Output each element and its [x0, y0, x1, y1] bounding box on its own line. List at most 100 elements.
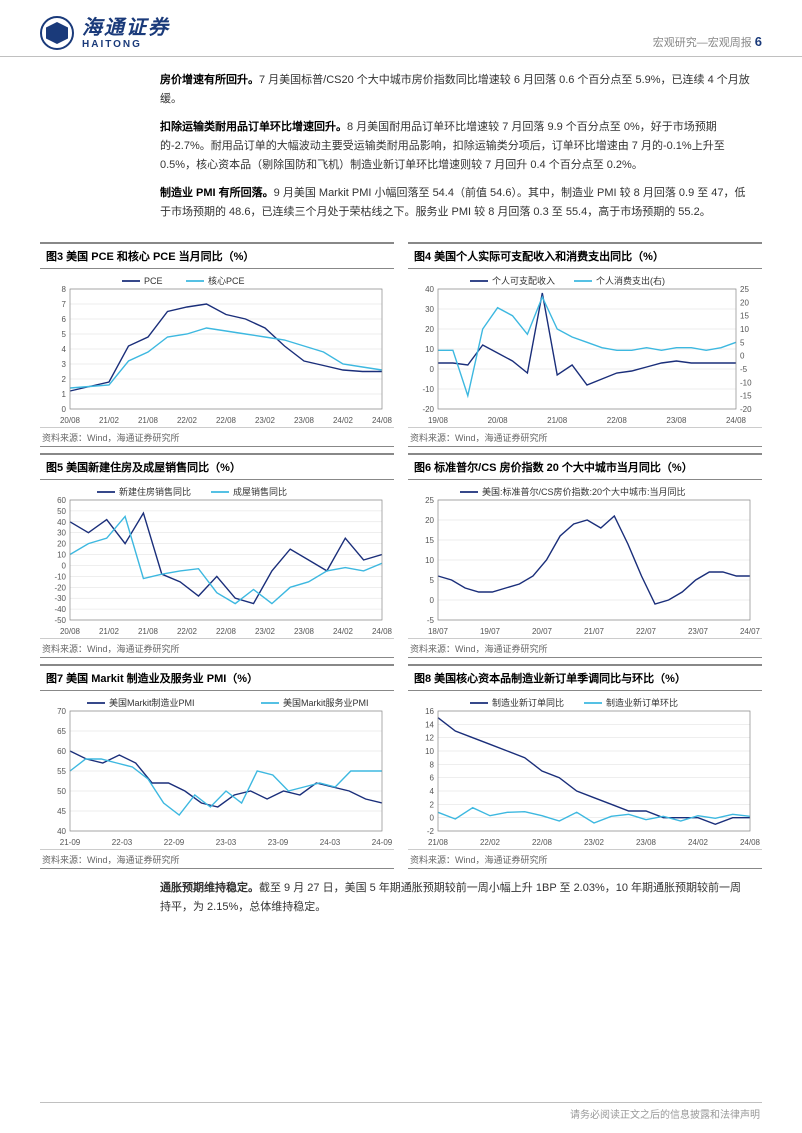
- svg-text:8: 8: [62, 285, 67, 294]
- chart4-canvas: -20-10010203040-20-15-10-5051015202519/0…: [408, 269, 762, 427]
- svg-text:6: 6: [62, 315, 67, 324]
- footer-divider: [40, 1102, 762, 1103]
- svg-text:8: 8: [430, 760, 435, 769]
- svg-text:19/07: 19/07: [480, 627, 501, 636]
- chart8-title: 图8 美国核心资本品制造业新订单季调同比与环比（%）: [408, 664, 762, 691]
- svg-text:20/08: 20/08: [60, 416, 81, 425]
- svg-text:10: 10: [740, 325, 749, 334]
- svg-text:21/07: 21/07: [584, 627, 605, 636]
- disclaimer: 请务必阅读正文之后的信息披露和法律声明: [570, 1106, 760, 1121]
- svg-text:-30: -30: [54, 594, 66, 603]
- svg-text:23/08: 23/08: [294, 416, 315, 425]
- svg-text:美国Markit服务业PMI: 美国Markit服务业PMI: [283, 697, 369, 708]
- svg-text:新建住房销售同比: 新建住房销售同比: [119, 486, 191, 497]
- p1-bold: 房价增速有所回升。: [160, 74, 259, 86]
- svg-text:-5: -5: [740, 365, 748, 374]
- chart5-title: 图5 美国新建住房及成屋销售同比（%）: [40, 453, 394, 480]
- p2-bold: 扣除运输类耐用品订单环比增速回升。: [160, 121, 347, 133]
- svg-text:5: 5: [740, 338, 745, 347]
- svg-text:7: 7: [62, 300, 67, 309]
- svg-text:10: 10: [425, 747, 434, 756]
- svg-text:6: 6: [430, 773, 435, 782]
- svg-text:-10: -10: [740, 378, 752, 387]
- svg-text:16: 16: [425, 707, 434, 716]
- svg-text:15: 15: [740, 311, 749, 320]
- svg-text:22/08: 22/08: [607, 416, 628, 425]
- chart4-source: 资料来源：Wind，海通证券研究所: [408, 427, 762, 447]
- svg-text:-20: -20: [422, 405, 434, 414]
- svg-text:4: 4: [430, 787, 435, 796]
- chart7-source: 资料来源：Wind，海通证券研究所: [40, 849, 394, 869]
- svg-text:24/02: 24/02: [688, 838, 709, 847]
- svg-text:22/07: 22/07: [636, 627, 657, 636]
- svg-text:-20: -20: [54, 583, 66, 592]
- svg-text:60: 60: [57, 747, 66, 756]
- svg-text:40: 40: [425, 285, 434, 294]
- svg-text:22-09: 22-09: [164, 838, 185, 847]
- svg-text:18/07: 18/07: [428, 627, 449, 636]
- svg-text:22/08: 22/08: [216, 416, 237, 425]
- svg-text:0: 0: [740, 351, 745, 360]
- svg-text:21-09: 21-09: [60, 838, 81, 847]
- svg-text:2: 2: [430, 800, 435, 809]
- logo-cn: 海通证券: [82, 17, 170, 39]
- svg-text:23-03: 23-03: [216, 838, 237, 847]
- svg-text:1: 1: [62, 390, 67, 399]
- svg-text:制造业新订单同比: 制造业新订单同比: [492, 697, 564, 708]
- svg-text:24/02: 24/02: [333, 416, 354, 425]
- svg-text:25: 25: [740, 285, 749, 294]
- chart7-block: 图7 美国 Markit 制造业及服务业 PMI（%） 404550556065…: [40, 664, 394, 869]
- chart5-block: 图5 美国新建住房及成屋销售同比（%） -50-40-30-20-1001020…: [40, 453, 394, 658]
- svg-text:22/02: 22/02: [177, 416, 198, 425]
- svg-text:5: 5: [430, 576, 435, 585]
- chart5-source: 资料来源：Wind，海通证券研究所: [40, 638, 394, 658]
- svg-text:14: 14: [425, 720, 434, 729]
- svg-text:-40: -40: [54, 605, 66, 614]
- svg-text:22-03: 22-03: [112, 838, 133, 847]
- svg-text:0: 0: [430, 813, 435, 822]
- svg-text:核心PCE: 核心PCE: [208, 275, 245, 286]
- svg-text:10: 10: [57, 550, 66, 559]
- chart6-source: 资料来源：Wind，海通证券研究所: [408, 638, 762, 658]
- svg-text:20/07: 20/07: [532, 627, 553, 636]
- svg-text:5: 5: [62, 330, 67, 339]
- chart4-block: 图4 美国个人实际可支配收入和消费支出同比（%） -20-10010203040…: [408, 242, 762, 447]
- chart3-source: 资料来源：Wind，海通证券研究所: [40, 427, 394, 447]
- svg-text:50: 50: [57, 507, 66, 516]
- svg-text:45: 45: [57, 807, 66, 816]
- svg-text:24/08: 24/08: [372, 627, 393, 636]
- svg-text:23/02: 23/02: [255, 416, 276, 425]
- svg-text:10: 10: [425, 345, 434, 354]
- svg-text:23-09: 23-09: [268, 838, 289, 847]
- svg-text:美国:标准普尔/CS房价指数:20个大中城市:当月同比: 美国:标准普尔/CS房价指数:20个大中城市:当月同比: [482, 486, 686, 497]
- chart8-block: 图8 美国核心资本品制造业新订单季调同比与环比（%） -202468101214…: [408, 664, 762, 869]
- svg-text:23/07: 23/07: [688, 627, 709, 636]
- page-header: 海通证券 HAITONG 宏观研究—宏观周报 6: [0, 0, 802, 57]
- svg-text:21/02: 21/02: [99, 627, 120, 636]
- svg-text:美国Markit制造业PMI: 美国Markit制造业PMI: [109, 697, 195, 708]
- svg-text:24-03: 24-03: [320, 838, 341, 847]
- svg-text:20: 20: [740, 298, 749, 307]
- svg-text:22/02: 22/02: [177, 627, 198, 636]
- chart6-title: 图6 标准普尔/CS 房价指数 20 个大中城市当月同比（%）: [408, 453, 762, 480]
- svg-text:24-09: 24-09: [372, 838, 393, 847]
- svg-text:55: 55: [57, 767, 66, 776]
- svg-text:30: 30: [57, 529, 66, 538]
- svg-text:40: 40: [57, 827, 66, 836]
- svg-text:60: 60: [57, 496, 66, 505]
- svg-text:23/02: 23/02: [255, 627, 276, 636]
- p3-bold: 制造业 PMI 有所回落。: [160, 187, 274, 199]
- chart6-block: 图6 标准普尔/CS 房价指数 20 个大中城市当月同比（%） -5051015…: [408, 453, 762, 658]
- svg-text:-10: -10: [422, 385, 434, 394]
- chart7-canvas: 4045505560657021-0922-0322-0923-0323-092…: [40, 691, 394, 849]
- chart3-canvas: 01234567820/0821/0221/0822/0222/0823/022…: [40, 269, 394, 427]
- svg-text:24/07: 24/07: [740, 627, 761, 636]
- svg-text:24/08: 24/08: [372, 416, 393, 425]
- svg-text:21/08: 21/08: [138, 627, 159, 636]
- svg-text:65: 65: [57, 727, 66, 736]
- svg-text:25: 25: [425, 496, 434, 505]
- svg-text:20: 20: [57, 539, 66, 548]
- footer-paragraph: 通胀预期维持稳定。截至 9 月 27 日，美国 5 年期通胀预期较前一周小幅上升…: [0, 869, 802, 924]
- svg-text:23/02: 23/02: [584, 838, 605, 847]
- svg-text:-2: -2: [427, 827, 435, 836]
